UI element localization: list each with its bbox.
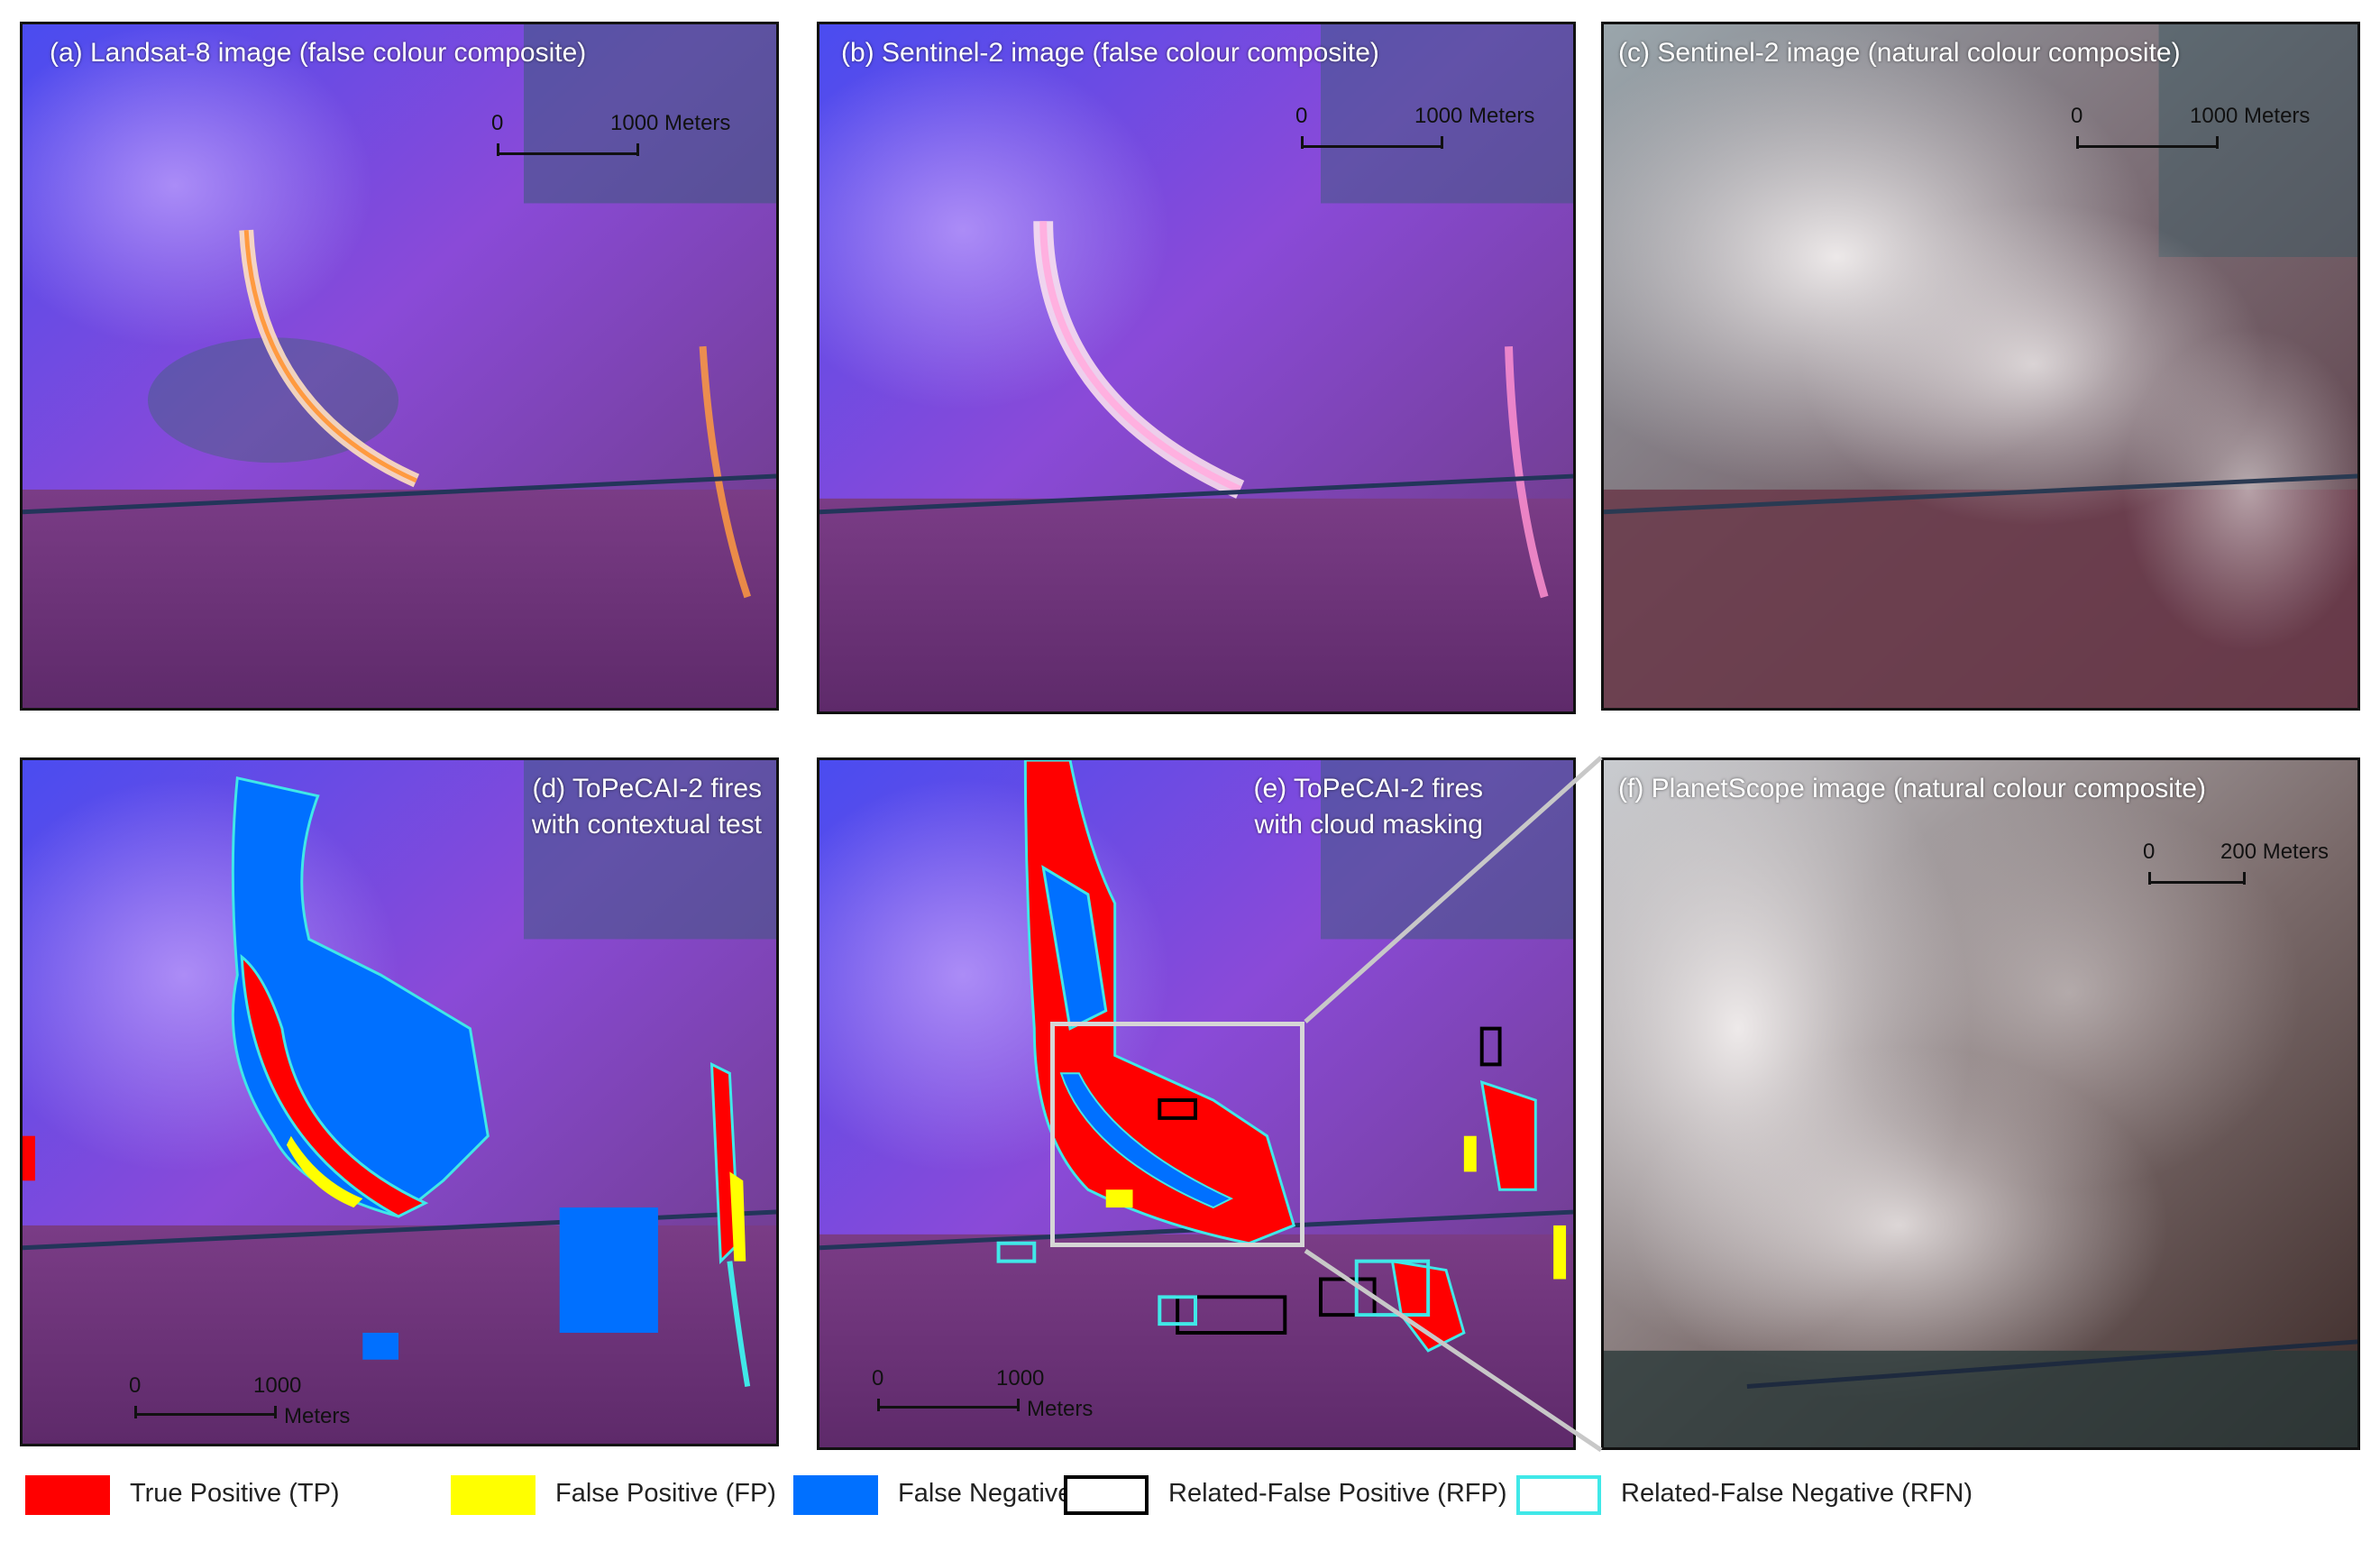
scale-line [134,1413,277,1416]
legend-swatch [451,1475,536,1515]
legend-label: Related-False Positive (RFP) [1168,1479,1507,1508]
panel-title: (d) ToPeCAI-2 fires with contextual test [532,771,762,843]
scale-bar: 0 1000 Meters [491,111,762,165]
scale-bar: 0 1000 Meters [2071,104,2341,158]
legend: True Positive (TP) False Positive (FP) Fal… [25,1472,2369,1522]
panel-title-line1: (e) ToPeCAI-2 fires [1253,774,1483,803]
scale-line [2148,881,2246,884]
legend-label: Related-False Negative (RFN) [1621,1479,1973,1508]
scale-units-label: Meters [284,1404,351,1428]
scale-tick [134,1406,137,1418]
scale-distance-label: 1000 [253,1373,302,1398]
panel-c-imagery [1604,24,2357,708]
panel-a-landsat8-false-colour: (a) Landsat-8 image (false colour compos… [20,22,779,711]
panel-title: (f) PlanetScope image (natural colour co… [1618,774,2206,803]
zoom-extent-box [1050,1022,1304,1247]
scale-tick [2243,872,2246,885]
legend-label: False Positive (FP) [555,1479,776,1508]
scale-zero-label: 0 [872,1366,884,1391]
scale-line [877,1406,1020,1409]
legend-swatch [793,1475,878,1515]
scale-bar: 0 1000 Meters [1295,104,1566,158]
panel-a-imagery [23,24,776,708]
scale-distance-label: 1000 Meters [610,111,731,135]
scale-distance-label: 1000 [996,1366,1045,1391]
false-positive-areas [286,1135,746,1262]
legend-swatch [1064,1475,1149,1515]
legend-swatch [1516,1475,1601,1515]
panel-d-imagery [23,760,776,1444]
false-negative-areas [1041,865,1234,1209]
panel-title: (a) Landsat-8 image (false colour compos… [50,38,587,68]
panel-title: (b) Sentinel-2 image (false colour compo… [841,38,1379,68]
scale-line [1301,145,1443,148]
scale-distance-label: 200 Meters [2220,840,2330,864]
panel-title-line2: with cloud masking [1254,810,1483,840]
scale-bar: 0 1000 Meters [872,1366,1142,1429]
scale-tick [1301,136,1304,149]
panel-f-imagery [1604,760,2357,1447]
scale-tick [877,1399,880,1411]
scale-zero-label: 0 [491,111,504,135]
scale-units-label: Meters [1027,1397,1094,1421]
panel-title: (e) ToPeCAI-2 fires with cloud masking [1253,771,1483,843]
scale-tick [2216,136,2219,149]
scale-distance-label: 1000 Meters [2190,104,2311,128]
panel-title-line2: with contextual test [531,810,762,840]
scale-tick [1017,1399,1020,1411]
panel-d-topecai2-contextual-test: (d) ToPeCAI-2 fires with contextual test… [20,757,779,1446]
scale-tick [636,143,639,156]
panel-b-sentinel2-false-colour: (b) Sentinel-2 image (false colour compo… [817,22,1576,714]
scale-line [497,152,639,155]
scale-distance-label: 1000 Meters [1414,104,1535,128]
scale-line [2076,145,2219,148]
panel-title: (c) Sentinel-2 image (natural colour com… [1618,38,2181,68]
scale-tick [274,1406,277,1418]
scale-tick [497,143,499,156]
panel-e-topecai2-cloud-masking: (e) ToPeCAI-2 fires with cloud masking 0… [817,757,1576,1450]
scale-zero-label: 0 [2143,840,2156,864]
scale-tick [2076,136,2079,149]
scale-bar: 0 1000 Meters [129,1373,399,1436]
scale-tick [1441,136,1443,149]
panel-title-line1: (d) ToPeCAI-2 fires [532,774,762,803]
scale-bar: 0 200 Meters [2143,840,2357,894]
panel-f-planetscope-natural-colour: (f) PlanetScope image (natural colour co… [1601,757,2360,1450]
panel-c-sentinel2-natural-colour: (c) Sentinel-2 image (natural colour com… [1601,22,2360,711]
scale-zero-label: 0 [1295,104,1308,128]
scale-zero-label: 0 [2071,104,2083,128]
panel-b-imagery [819,24,1573,711]
scale-zero-label: 0 [129,1373,142,1398]
legend-label: True Positive (TP) [130,1479,340,1508]
legend-swatch [25,1475,110,1515]
scale-tick [2148,872,2151,885]
